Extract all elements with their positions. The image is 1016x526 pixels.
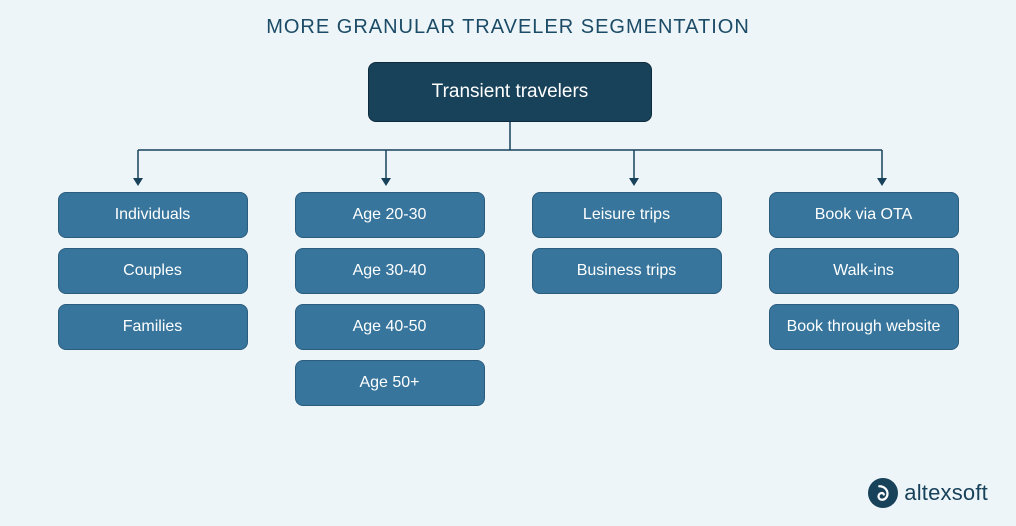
column-3: Book via OTA Walk-ins Book through websi… (764, 192, 964, 406)
segment-node: Couples (58, 248, 248, 294)
segment-node: Walk-ins (769, 248, 959, 294)
root-node: Transient travelers (368, 62, 652, 122)
column-0: Individuals Couples Families (53, 192, 253, 406)
column-2: Leisure trips Business trips (527, 192, 727, 406)
segment-node: Business trips (532, 248, 722, 294)
segment-node: Age 50+ (295, 360, 485, 406)
segment-node: Book via OTA (769, 192, 959, 238)
segment-node: Individuals (58, 192, 248, 238)
column-1: Age 20-30 Age 30-40 Age 40-50 Age 50+ (290, 192, 490, 406)
logo-icon (868, 478, 898, 508)
segment-node: Families (58, 304, 248, 350)
logo-text: altexsoft (904, 480, 988, 506)
segment-node: Age 20-30 (295, 192, 485, 238)
segment-node: Age 40-50 (295, 304, 485, 350)
segment-node: Age 30-40 (295, 248, 485, 294)
columns-container: Individuals Couples Families Age 20-30 A… (0, 192, 1016, 406)
segment-node: Book through website (769, 304, 959, 350)
segment-node: Leisure trips (532, 192, 722, 238)
brand-logo: altexsoft (868, 478, 988, 508)
diagram-title: MORE GRANULAR TRAVELER SEGMENTATION (0, 0, 1016, 39)
